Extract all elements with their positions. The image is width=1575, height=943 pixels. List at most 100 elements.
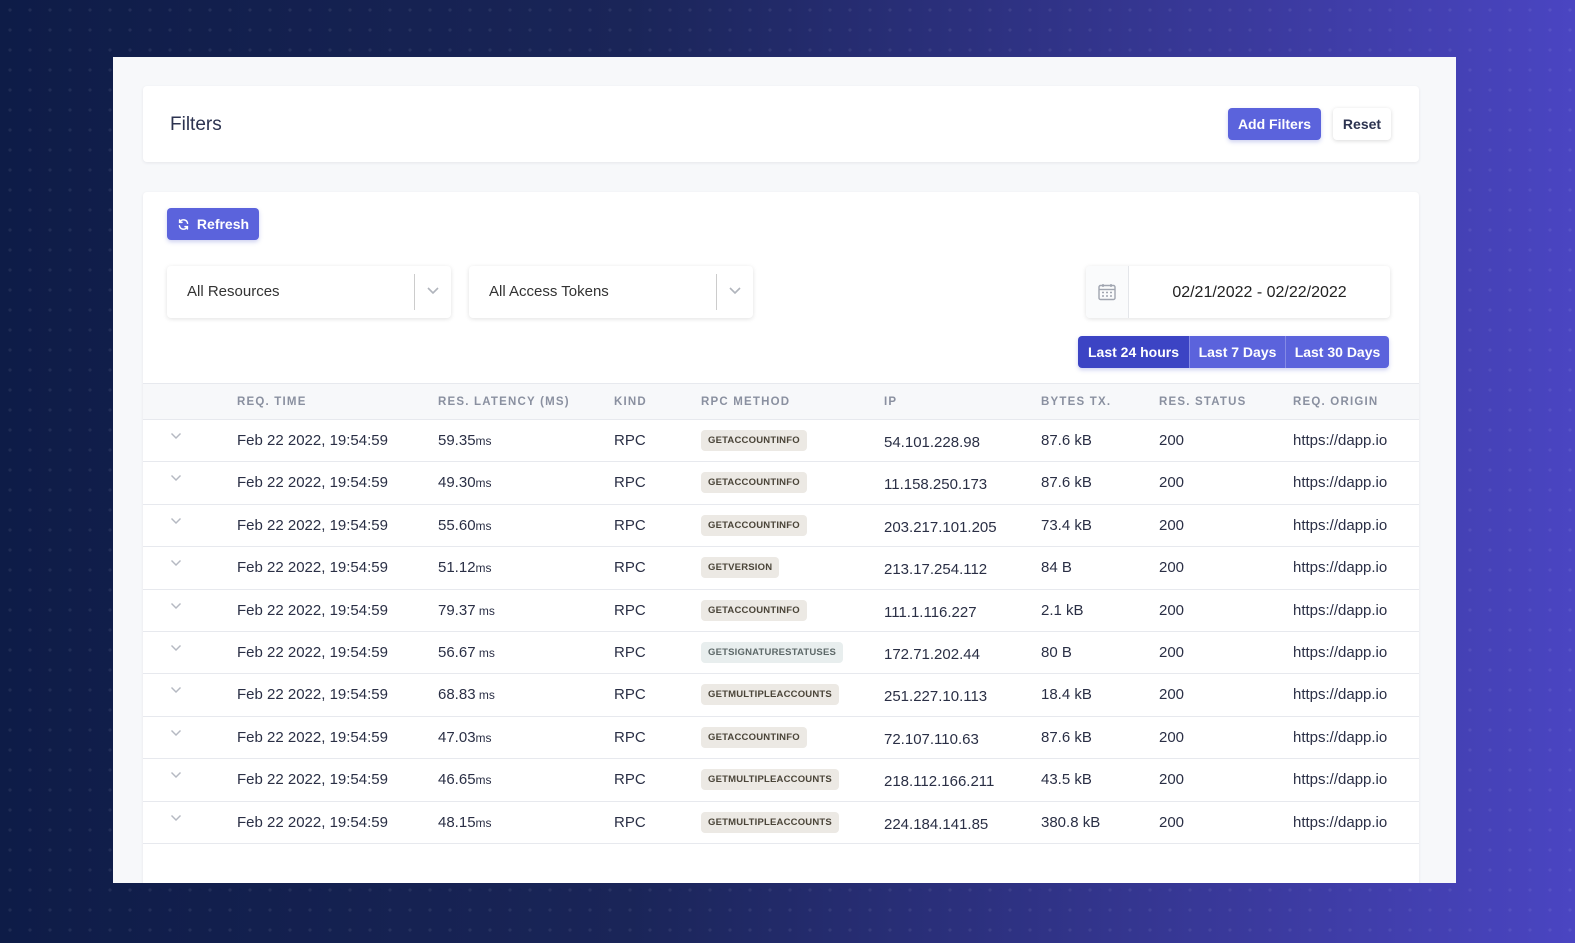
latency-value: 46.65 — [438, 771, 476, 789]
latency-unit: ms — [475, 603, 495, 618]
latency-unit: ms — [475, 561, 492, 576]
column-header-bytes-tx: BYTES TX. — [1041, 396, 1112, 408]
kind-cell: RPC — [614, 516, 646, 534]
bytes-tx-cell: 84 B — [1041, 559, 1072, 577]
expand-row-icon[interactable] — [170, 474, 182, 484]
table-row[interactable]: Feb 22 2022, 19:54:59 47.03ms RPC GETACCOUN… — [143, 717, 1419, 760]
kind-cell: RPC — [614, 474, 646, 492]
refresh-label: Refresh — [196, 216, 250, 232]
expand-row-icon[interactable] — [170, 432, 182, 442]
latency-value: 48.15 — [438, 813, 476, 831]
latency-cell: 79.37 ms — [438, 602, 495, 619]
requests-table-body: Feb 22 2022, 19:54:59 59.35ms RPC GETACCOUN… — [143, 420, 1419, 844]
latency-cell: 49.30ms — [438, 474, 492, 491]
res-status-cell: 200 — [1159, 474, 1185, 492]
bytes-tx-cell: 87.6 kB — [1041, 474, 1092, 492]
calendar-button[interactable] — [1086, 266, 1129, 318]
rpc-method-badge: GETVERSION — [701, 557, 780, 579]
bytes-tx-cell: 18.4 kB — [1041, 686, 1092, 704]
res-status-cell: 200 — [1159, 771, 1185, 789]
table-row[interactable]: Feb 22 2022, 19:54:59 68.83 ms RPC GETMULTI… — [143, 674, 1419, 717]
rpc-method-badge: GETMULTIPLEACCOUNTS — [701, 811, 839, 833]
expand-row-icon[interactable] — [170, 644, 182, 654]
req-time-cell: Feb 22 2022, 19:54:59 — [237, 559, 388, 577]
kind-cell: RPC — [614, 686, 646, 704]
latency-value: 68.83 — [438, 686, 476, 704]
latency-unit: ms — [475, 476, 492, 491]
expand-row-icon[interactable] — [170, 517, 182, 527]
res-status-cell: 200 — [1159, 432, 1185, 449]
table-row[interactable]: Feb 22 2022, 19:54:59 59.35ms RPC GETACCOUN… — [143, 420, 1419, 463]
res-status-cell: 200 — [1159, 643, 1185, 661]
reset-button[interactable]: Reset — [1333, 108, 1391, 140]
range-last-7-days-button[interactable]: Last 7 Days — [1189, 336, 1285, 368]
latency-unit: ms — [475, 688, 495, 703]
req-time-cell: Feb 22 2022, 19:54:59 — [237, 686, 388, 704]
ip-cell: 172.71.202.44 — [884, 645, 980, 663]
range-last-30-days-button[interactable]: Last 30 Days — [1285, 336, 1389, 368]
res-status-cell: 200 — [1159, 559, 1185, 577]
date-range-picker[interactable]: 02/21/2022 - 02/22/2022 — [1086, 266, 1390, 318]
ip-cell: 224.184.141.85 — [884, 815, 989, 833]
expand-row-icon[interactable] — [170, 729, 182, 739]
expand-row-icon[interactable] — [170, 559, 182, 569]
kind-cell: RPC — [614, 432, 646, 449]
table-row[interactable]: Feb 22 2022, 19:54:59 48.15ms RPC GETMULTIP… — [143, 802, 1419, 844]
latency-value: 51.12 — [438, 559, 476, 577]
add-filters-button[interactable]: Add Filters — [1228, 108, 1321, 140]
filters-panel: Filters Add Filters Reset — [143, 86, 1419, 162]
expand-row-icon[interactable] — [170, 686, 182, 696]
latency-cell: 48.15ms — [438, 814, 492, 831]
expand-row-icon[interactable] — [170, 602, 182, 612]
latency-value: 56.67 — [438, 643, 476, 661]
req-origin-cell: https://dapp.io — [1293, 559, 1388, 577]
latency-cell: 55.60ms — [438, 517, 492, 534]
access-tokens-select[interactable]: All Access Tokens — [469, 266, 753, 318]
requests-panel: Refresh All Resources All Access Tokens … — [143, 192, 1419, 883]
req-time-cell: Feb 22 2022, 19:54:59 — [237, 813, 388, 831]
res-status-cell: 200 — [1159, 601, 1185, 619]
req-time-cell: Feb 22 2022, 19:54:59 — [237, 432, 388, 449]
res-status-cell: 200 — [1159, 813, 1185, 831]
req-origin-cell: https://dapp.io — [1293, 516, 1388, 534]
table-row[interactable]: Feb 22 2022, 19:54:59 46.65ms RPC GETMULTIP… — [143, 759, 1419, 802]
column-header-req-time: REQ. TIME — [237, 396, 307, 408]
bytes-tx-cell: 2.1 kB — [1041, 601, 1084, 619]
req-origin-cell: https://dapp.io — [1293, 771, 1388, 789]
req-time-cell: Feb 22 2022, 19:54:59 — [237, 643, 388, 661]
app-window: Filters Add Filters Reset Refresh All Re… — [113, 57, 1456, 883]
resources-select-value: All Resources — [187, 283, 280, 300]
rpc-method-badge: GETACCOUNTINFO — [701, 599, 807, 621]
range-last-24-hours-button[interactable]: Last 24 hours — [1078, 336, 1189, 368]
rpc-method-badge: GETACCOUNTINFO — [701, 472, 807, 494]
expand-row-icon[interactable] — [170, 814, 182, 824]
ip-cell: 218.112.166.211 — [884, 773, 995, 791]
table-row[interactable]: Feb 22 2022, 19:54:59 49.30ms RPC GETACCOUN… — [143, 462, 1419, 505]
refresh-button[interactable]: Refresh — [167, 208, 259, 240]
rpc-method-badge: GETSIGNATURESTATUSES — [701, 641, 844, 663]
table-row[interactable]: Feb 22 2022, 19:54:59 51.12ms RPC GETVERSIO… — [143, 547, 1419, 590]
ip-cell: 11.158.250.173 — [884, 476, 988, 494]
table-row[interactable]: Feb 22 2022, 19:54:59 79.37 ms RPC GETACCOU… — [143, 590, 1419, 632]
bytes-tx-cell: 80 B — [1041, 643, 1072, 661]
chevron-down-icon — [729, 287, 741, 295]
kind-cell: RPC — [614, 601, 646, 619]
expand-row-icon[interactable] — [170, 771, 182, 781]
table-row[interactable]: Feb 22 2022, 19:54:59 56.67 ms RPC GETSIGNA… — [143, 632, 1419, 675]
filters-title: Filters — [170, 114, 222, 135]
rpc-method-badge: GETMULTIPLEACCOUNTS — [701, 684, 839, 706]
access-tokens-select-value: All Access Tokens — [489, 283, 609, 300]
select-divider — [716, 274, 717, 310]
bytes-tx-cell: 43.5 kB — [1041, 771, 1092, 789]
column-header-req-origin: REQ. ORIGIN — [1293, 396, 1379, 408]
resources-select[interactable]: All Resources — [167, 266, 451, 318]
kind-cell: RPC — [614, 559, 646, 577]
req-time-cell: Feb 22 2022, 19:54:59 — [237, 474, 388, 492]
date-range-value[interactable]: 02/21/2022 - 02/22/2022 — [1172, 284, 1347, 301]
ip-cell: 251.227.10.113 — [884, 688, 988, 706]
kind-cell: RPC — [614, 813, 646, 831]
latency-value: 79.37 — [438, 601, 476, 619]
table-row[interactable]: Feb 22 2022, 19:54:59 55.60ms RPC GETACCOUN… — [143, 505, 1419, 548]
req-origin-cell: https://dapp.io — [1293, 601, 1388, 619]
time-range-toggle: Last 24 hours Last 7 Days Last 30 Days — [1078, 336, 1389, 368]
